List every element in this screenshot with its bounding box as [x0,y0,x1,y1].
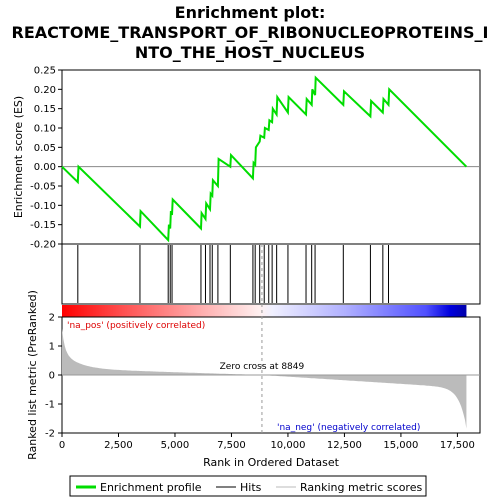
rank-y-label: Ranked list metric (PreRanked) [26,290,39,460]
es-panel-frame [61,69,481,245]
rank-y-tick-label: 2 [49,313,55,324]
rank-y-tick-label: -1 [45,400,55,411]
x-ticks: 0 2,500 5,000 7,500 10,000 12,500 15,000 17,500 [59,433,475,451]
hits-panel-frame [61,243,481,305]
na-neg-label: 'na_neg' (negatively correlated) [277,423,420,433]
es-y-ticks: -0.20 -0.15 -0.10 -0.05 0.00 0.05 0.10 0.15 0.20… [30,66,62,251]
chart-title-line-3: NTO_THE_HOST_NUCLEUS [135,43,365,62]
es-y-tick-label: 0.15 [34,104,56,115]
es-y-tick-label: 0.25 [34,66,56,77]
ranking-metric-area [62,328,467,429]
es-y-tick-label: -0.10 [30,201,56,212]
zero-cross-label: Zero cross at 8849 [220,362,305,372]
chart-title-line-1: Enrichment plot: [175,3,326,22]
x-axis-label: Rank in Ordered Dataset [203,456,340,469]
es-y-label: Enrichment score (ES) [12,96,25,218]
es-y-tick-label: 0.05 [34,143,56,154]
legend-hits-label: Hits [240,481,262,494]
x-tick-label: 15,000 [383,440,418,451]
rank-y-tick-label: 1 [49,342,55,353]
es-y-tick-label: -0.15 [30,220,56,231]
x-tick-label: 0 [59,440,65,451]
legend-ranking-label: Ranking metric scores [300,481,422,494]
rank-y-tick-label: 0 [49,371,55,382]
rank-y-ticks: -2 -1 0 1 2 [45,313,62,440]
es-y-tick-label: 0.00 [34,162,56,173]
legend-box [69,475,427,497]
hit-marks [77,245,389,303]
rank-color-bar [62,305,467,317]
x-tick-label: 17,500 [440,440,475,451]
x-tick-label: 5,000 [161,440,190,451]
legend-enrichment-label: Enrichment profile [100,481,202,494]
es-y-tick-label: -0.05 [30,182,56,193]
x-tick-label: 2,500 [104,440,133,451]
es-y-tick-label: 0.10 [34,124,56,135]
x-tick-label: 7,500 [217,440,246,451]
x-tick-label: 12,500 [327,440,362,451]
es-y-tick-label: -0.20 [30,240,56,251]
enrichment-profile-line [61,75,468,243]
rank-y-tick-label: -2 [45,429,55,440]
x-tick-label: 10,000 [270,440,305,451]
chart-title-line-2: REACTOME_TRANSPORT_OF_RIBONUCLEOPROTEINS… [12,23,489,42]
na-pos-label: 'na_pos' (positively correlated) [67,321,205,331]
es-y-tick-label: 0.20 [34,85,56,96]
